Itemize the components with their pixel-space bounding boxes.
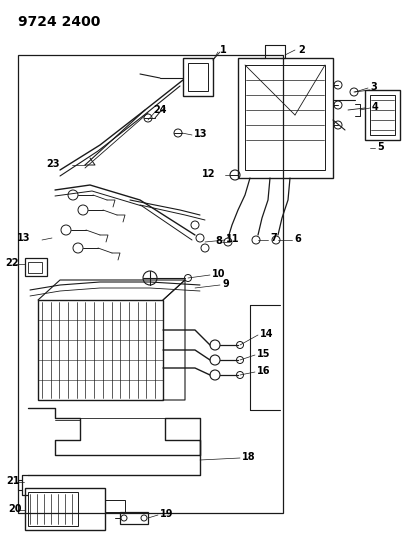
- Text: 20: 20: [8, 504, 21, 514]
- Bar: [120, 512, 148, 524]
- Bar: [245, 65, 325, 170]
- Text: 18: 18: [242, 452, 256, 462]
- Text: 1: 1: [220, 45, 227, 55]
- Bar: [38, 300, 163, 400]
- Bar: [365, 90, 400, 140]
- Bar: [105, 500, 125, 512]
- Text: 4: 4: [372, 102, 379, 112]
- Bar: [25, 258, 47, 276]
- Text: 13: 13: [194, 129, 208, 139]
- Text: 24: 24: [153, 105, 166, 115]
- Text: 9: 9: [222, 279, 229, 289]
- Text: 19: 19: [160, 509, 173, 519]
- Bar: [370, 95, 395, 135]
- Text: 23: 23: [46, 159, 60, 169]
- Text: 9724 2400: 9724 2400: [18, 15, 100, 29]
- Bar: [188, 63, 208, 91]
- Text: 6: 6: [294, 234, 301, 244]
- Text: 12: 12: [201, 169, 215, 179]
- Text: 2: 2: [298, 45, 305, 55]
- Text: 13: 13: [16, 233, 30, 243]
- Bar: [183, 58, 213, 96]
- Bar: [238, 58, 333, 178]
- Text: 8: 8: [215, 236, 222, 246]
- Bar: [28, 262, 42, 273]
- Bar: [28, 492, 78, 526]
- Text: 3: 3: [370, 82, 377, 92]
- Text: 10: 10: [212, 269, 226, 279]
- Text: 5: 5: [377, 142, 384, 152]
- Text: 22: 22: [5, 258, 18, 268]
- Bar: [25, 488, 105, 530]
- Bar: [18, 55, 283, 513]
- Text: 15: 15: [257, 349, 270, 359]
- Text: 16: 16: [257, 366, 270, 376]
- Text: 7: 7: [270, 233, 277, 243]
- Text: 14: 14: [260, 329, 273, 339]
- Text: 21: 21: [6, 476, 19, 486]
- Text: 11: 11: [226, 234, 240, 244]
